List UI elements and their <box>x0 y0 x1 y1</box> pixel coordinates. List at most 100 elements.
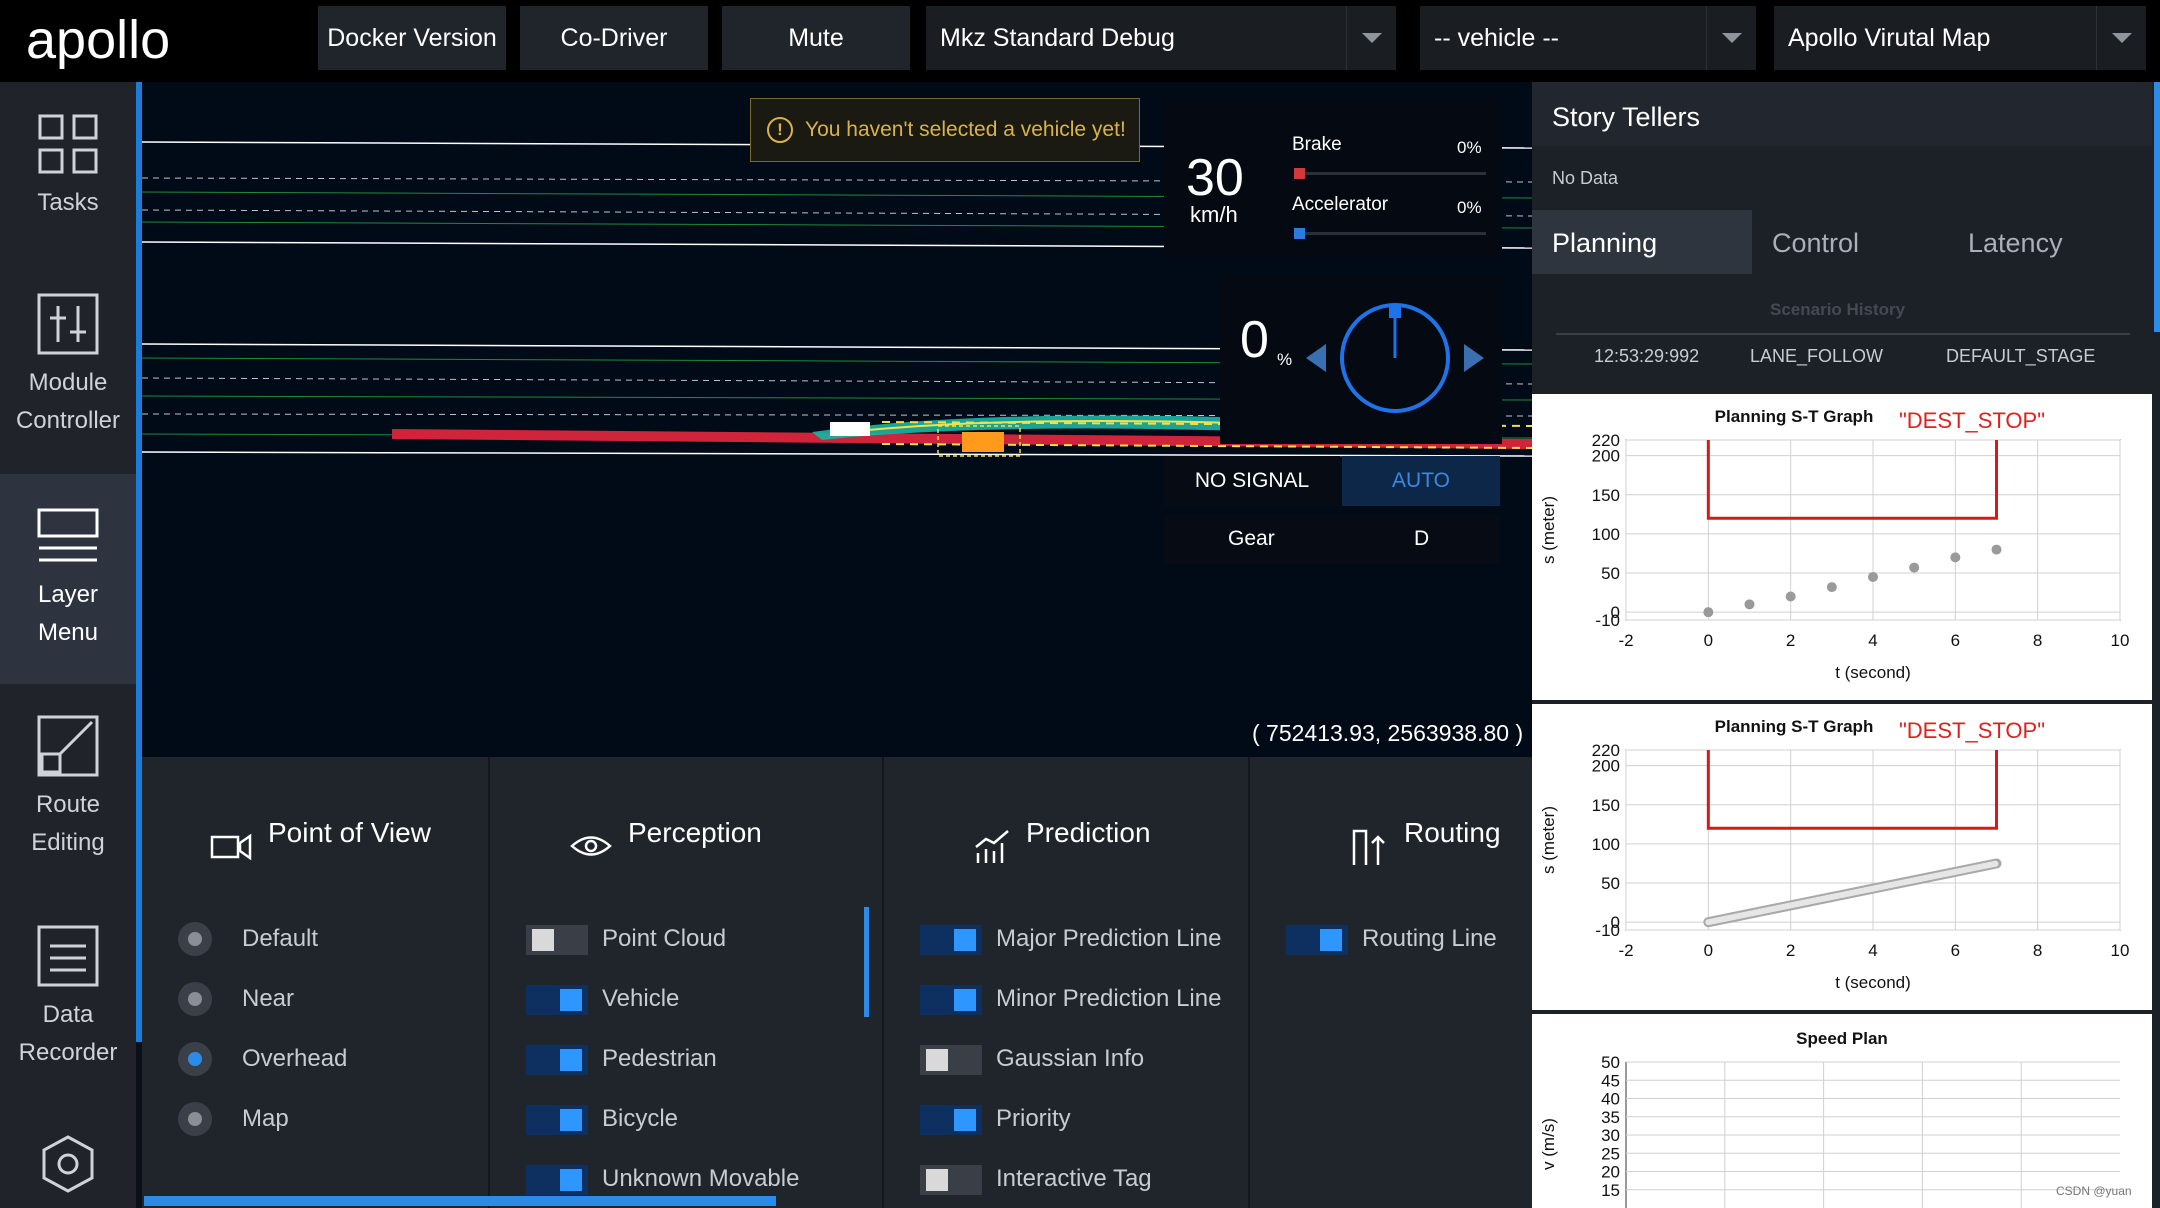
priority-toggle[interactable] <box>920 1105 982 1135</box>
bicycle-toggle[interactable] <box>526 1105 588 1135</box>
mute-button[interactable]: Mute <box>722 6 910 70</box>
nav-tasks[interactable]: Tasks <box>0 82 136 292</box>
prediction-column: Prediction Major Prediction Line Minor P… <box>886 757 1250 1208</box>
speed-plan-chart: Speed Plan 15 20 25 30 35 40 45 50 v (m/s) <box>1532 1014 2152 1208</box>
nav-module-controller[interactable]: Module Controller <box>0 262 136 472</box>
layer-menu-scrollbar[interactable] <box>864 907 869 1017</box>
y-tick-label: -10 <box>1595 611 1620 630</box>
y-axis-label: s (meter) <box>1539 496 1558 564</box>
story-tellers-no-data: No Data <box>1552 168 1619 188</box>
x-tick-label: 4 <box>1868 631 1877 650</box>
camera-icon <box>210 833 252 861</box>
tab-control[interactable]: Control <box>1772 228 1860 258</box>
speed-unit: km/h <box>1190 202 1238 227</box>
watermark-text: CSDN @yuan <box>2056 1184 2132 1198</box>
nav-layer-label-2: Menu <box>37 619 99 646</box>
chevron-down-icon <box>1346 6 1396 70</box>
chevron-down-icon <box>1706 6 1756 70</box>
vehicle-select[interactable]: -- vehicle -- <box>1420 6 1756 70</box>
unknown-movable-toggle[interactable] <box>526 1165 588 1195</box>
map-scene[interactable]: ! You haven't selected a vehicle yet! <box>142 82 1532 757</box>
top-header: apollo Docker Version Co-Driver Mute Mkz… <box>0 0 2160 82</box>
nav-layer-menu[interactable]: Layer Menu <box>0 474 136 684</box>
y-tick-label: 45 <box>1601 1071 1620 1090</box>
y-tick-label: -10 <box>1595 921 1620 940</box>
vehicle-select-value: -- vehicle -- <box>1434 23 1560 52</box>
y-tick-label: 35 <box>1601 1108 1620 1127</box>
y-tick-label: 50 <box>1601 1053 1620 1072</box>
st-graph-chart-2: -2 0 2 4 6 8 10 -10 0 50 100 150 200 220 Planning S-T … <box>1532 704 2152 1010</box>
nav-route-editing[interactable]: Route Editing <box>0 684 136 894</box>
steering-wheel-icon <box>1306 303 1484 413</box>
nav-route-label-1: Route <box>35 791 101 818</box>
perception-title: Perception <box>628 817 762 848</box>
view-default-radio[interactable] <box>178 922 212 956</box>
tab-planning[interactable]: Planning <box>1532 210 1752 274</box>
map-select[interactable]: Apollo Virutal Map <box>1774 6 2146 70</box>
layer-menu-horizontal-scrollbar[interactable] <box>144 1196 776 1206</box>
y-tick-label: 220 <box>1592 741 1620 760</box>
chart-annotation: "DEST_STOP" <box>1899 408 2045 433</box>
major-prediction-toggle[interactable] <box>920 925 982 955</box>
scenario-history-title: Scenario History <box>1770 300 1906 319</box>
bicycle-label: Bicycle <box>602 1105 679 1132</box>
y-axis-label: s (meter) <box>1539 806 1558 874</box>
brake-bar-fill <box>1294 168 1305 179</box>
st-point <box>1909 562 1920 573</box>
nav-tasks-label: Tasks <box>37 189 99 216</box>
y-axis-label: v (m/s) <box>1539 1118 1558 1170</box>
x-tick-label: -2 <box>1618 941 1633 960</box>
routing-column: Routing Routing Line <box>1252 757 1532 1208</box>
pedestrian-toggle[interactable] <box>526 1045 588 1075</box>
map-select-value: Apollo Virutal Map <box>1788 23 1991 52</box>
chart-title: Planning S-T Graph <box>1715 407 1874 426</box>
y-tick-label: 100 <box>1592 525 1620 544</box>
view-overhead-label: Overhead <box>242 1045 348 1072</box>
steering-unit: % <box>1277 350 1293 369</box>
scenario-stage: DEFAULT_STAGE <box>1946 346 2096 366</box>
view-map-radio[interactable] <box>178 1102 212 1136</box>
mode-select[interactable]: Mkz Standard Debug <box>926 6 1396 70</box>
routing-title: Routing <box>1404 817 1501 848</box>
co-driver-button[interactable]: Co-Driver <box>520 6 708 70</box>
x-tick-label: 0 <box>1704 941 1713 960</box>
st-point <box>1703 607 1714 618</box>
settings-hexagon-icon[interactable] <box>38 1134 98 1194</box>
scenario-name: LANE_FOLLOW <box>1750 346 1884 366</box>
view-overhead-radio[interactable] <box>178 1042 212 1076</box>
x-tick-label: 10 <box>2111 941 2130 960</box>
view-near-label: Near <box>242 985 295 1012</box>
y-tick-label: 20 <box>1601 1163 1620 1182</box>
y-tick-label: 15 <box>1601 1181 1620 1200</box>
minor-prediction-toggle[interactable] <box>920 985 982 1015</box>
layers-icon <box>37 508 99 562</box>
story-tellers-title: Story Tellers <box>1532 82 2152 146</box>
vehicle-label: Vehicle <box>602 985 680 1012</box>
scenario-history-divider <box>1556 333 2130 335</box>
nav-data-recorder[interactable]: Data Recorder <box>0 894 136 1104</box>
routing-line-label: Routing Line <box>1362 925 1497 952</box>
vehicle-warning-text: You haven't selected a vehicle yet! <box>805 118 1126 141</box>
x-tick-label: 8 <box>2033 941 2042 960</box>
nav-module-label-2: Controller <box>15 407 121 434</box>
y-tick-label: 50 <box>1601 564 1620 583</box>
tab-latency[interactable]: Latency <box>1968 228 2063 258</box>
gaussian-info-toggle[interactable] <box>920 1045 982 1075</box>
st-point <box>1744 599 1755 610</box>
x-tick-label: 0 <box>1704 631 1713 650</box>
view-near-radio[interactable] <box>178 982 212 1016</box>
x-tick-label: 10 <box>2111 631 2130 650</box>
vehicle-toggle[interactable] <box>526 985 588 1015</box>
interactive-tag-toggle[interactable] <box>920 1165 982 1195</box>
right-panel-scrollbar[interactable] <box>2154 82 2160 332</box>
point-cloud-toggle[interactable] <box>526 925 588 955</box>
x-axis-label: t (second) <box>1835 973 1911 992</box>
x-tick-label: -2 <box>1618 631 1633 650</box>
layer-menu-panel: Point of View Default Near Overhead Map … <box>142 757 1532 1208</box>
docker-version-button[interactable]: Docker Version <box>318 6 506 70</box>
drive-mode-status[interactable]: AUTO <box>1342 456 1500 506</box>
chevron-down-icon <box>2096 6 2146 70</box>
chart-annotation: "DEST_STOP" <box>1899 718 2045 743</box>
routing-line-toggle[interactable] <box>1286 925 1348 955</box>
